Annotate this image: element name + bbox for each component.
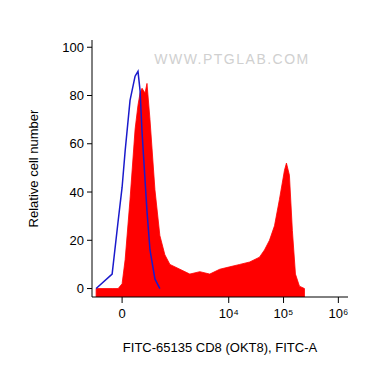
x-tick-label: 10⁴ bbox=[219, 306, 239, 321]
x-tick-label: 10⁶ bbox=[328, 306, 348, 321]
y-tick bbox=[87, 240, 92, 241]
y-tick bbox=[87, 47, 92, 48]
x-tick bbox=[122, 297, 123, 303]
y-tick-label: 60 bbox=[70, 136, 84, 151]
y-tick-label: 20 bbox=[70, 233, 84, 248]
chart: WWW.PTGLAB.COM 0 20 40 60 80 100 0 10⁴ 10⁵ 10⁶ FITC… bbox=[0, 0, 370, 365]
x-tick bbox=[338, 297, 339, 303]
plot-area bbox=[96, 71, 304, 297]
x-tick bbox=[228, 297, 229, 303]
x-axis-label: FITC-65135 CD8 (OKT8), FITC-A bbox=[123, 340, 318, 355]
y-tick bbox=[87, 288, 92, 289]
x-tick-label: 10⁵ bbox=[274, 306, 294, 321]
y-tick-label: 0 bbox=[77, 281, 84, 296]
y-axis-label: Relative cell number bbox=[26, 109, 41, 227]
y-tick bbox=[87, 95, 92, 96]
y-tick bbox=[87, 192, 92, 193]
x-axis bbox=[92, 297, 348, 298]
y-tick bbox=[87, 143, 92, 144]
watermark: WWW.PTGLAB.COM bbox=[154, 51, 310, 67]
x-tick-label: 0 bbox=[118, 306, 125, 321]
x-tick bbox=[283, 297, 284, 303]
histogram-line bbox=[96, 71, 160, 288]
histogram-area bbox=[96, 83, 304, 297]
y-tick-label: 40 bbox=[70, 185, 84, 200]
y-tick-label: 100 bbox=[62, 40, 84, 55]
y-axis bbox=[92, 40, 93, 297]
y-tick-label: 80 bbox=[70, 88, 84, 103]
